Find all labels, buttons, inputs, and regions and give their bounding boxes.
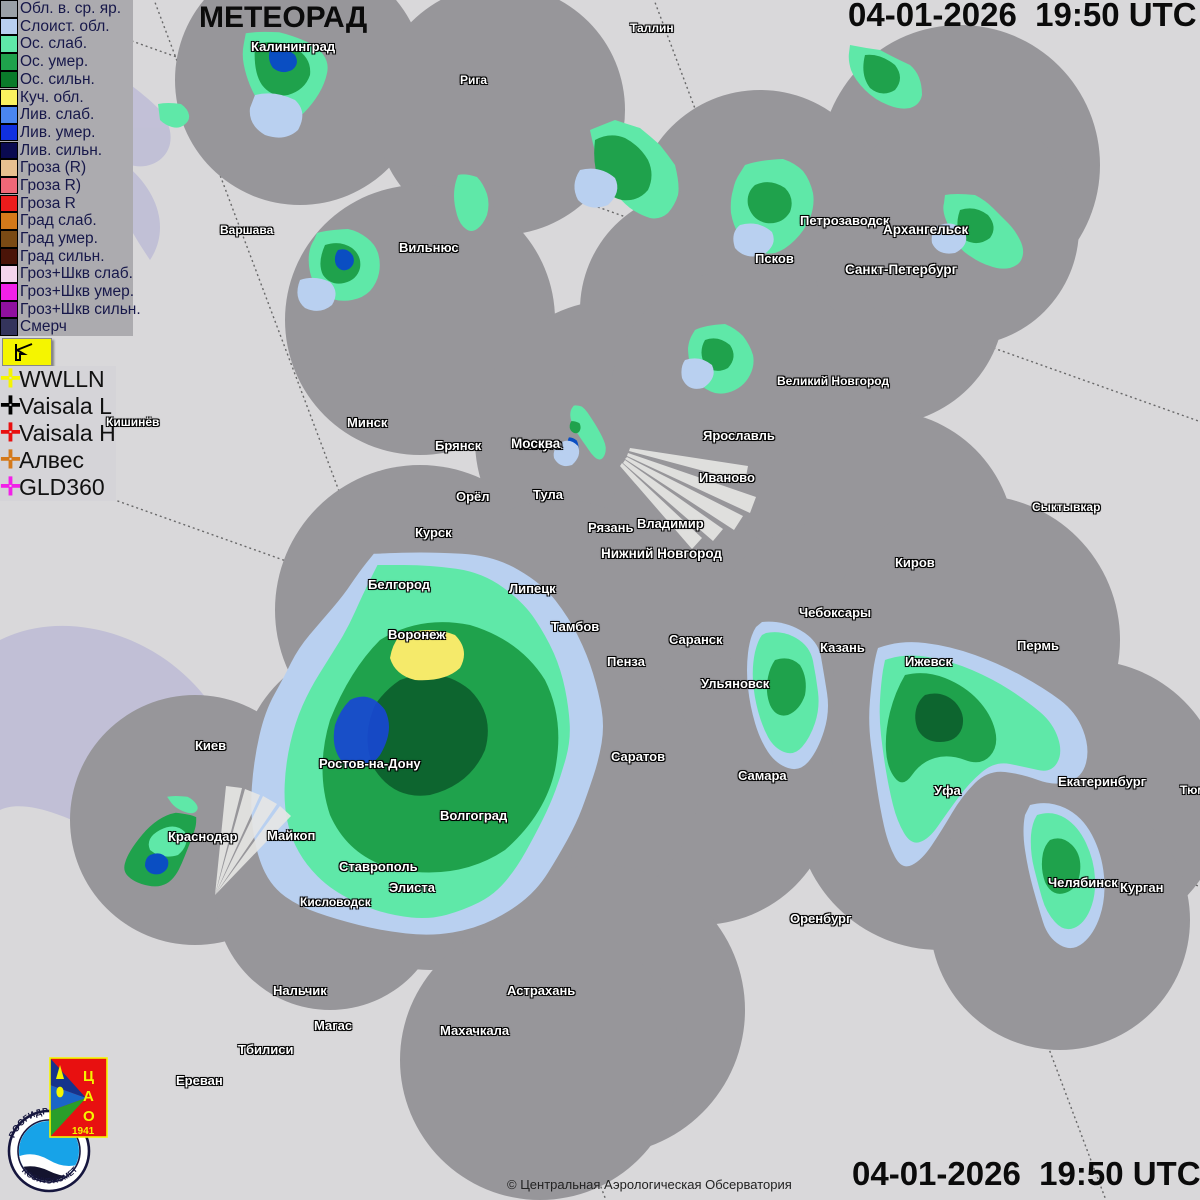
svg-text:1941: 1941 xyxy=(72,1126,95,1137)
svg-text:А: А xyxy=(83,1088,94,1105)
svg-text:Ц: Ц xyxy=(83,1068,94,1085)
svg-text:О: О xyxy=(83,1108,95,1125)
